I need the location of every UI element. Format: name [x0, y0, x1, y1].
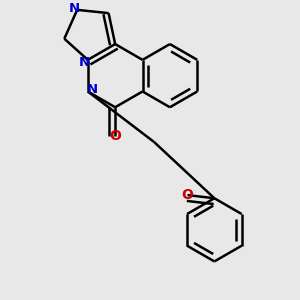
Text: N: N — [87, 82, 98, 96]
Text: N: N — [69, 2, 80, 15]
Text: O: O — [181, 188, 193, 202]
Text: O: O — [109, 129, 121, 143]
Text: N: N — [78, 56, 90, 69]
